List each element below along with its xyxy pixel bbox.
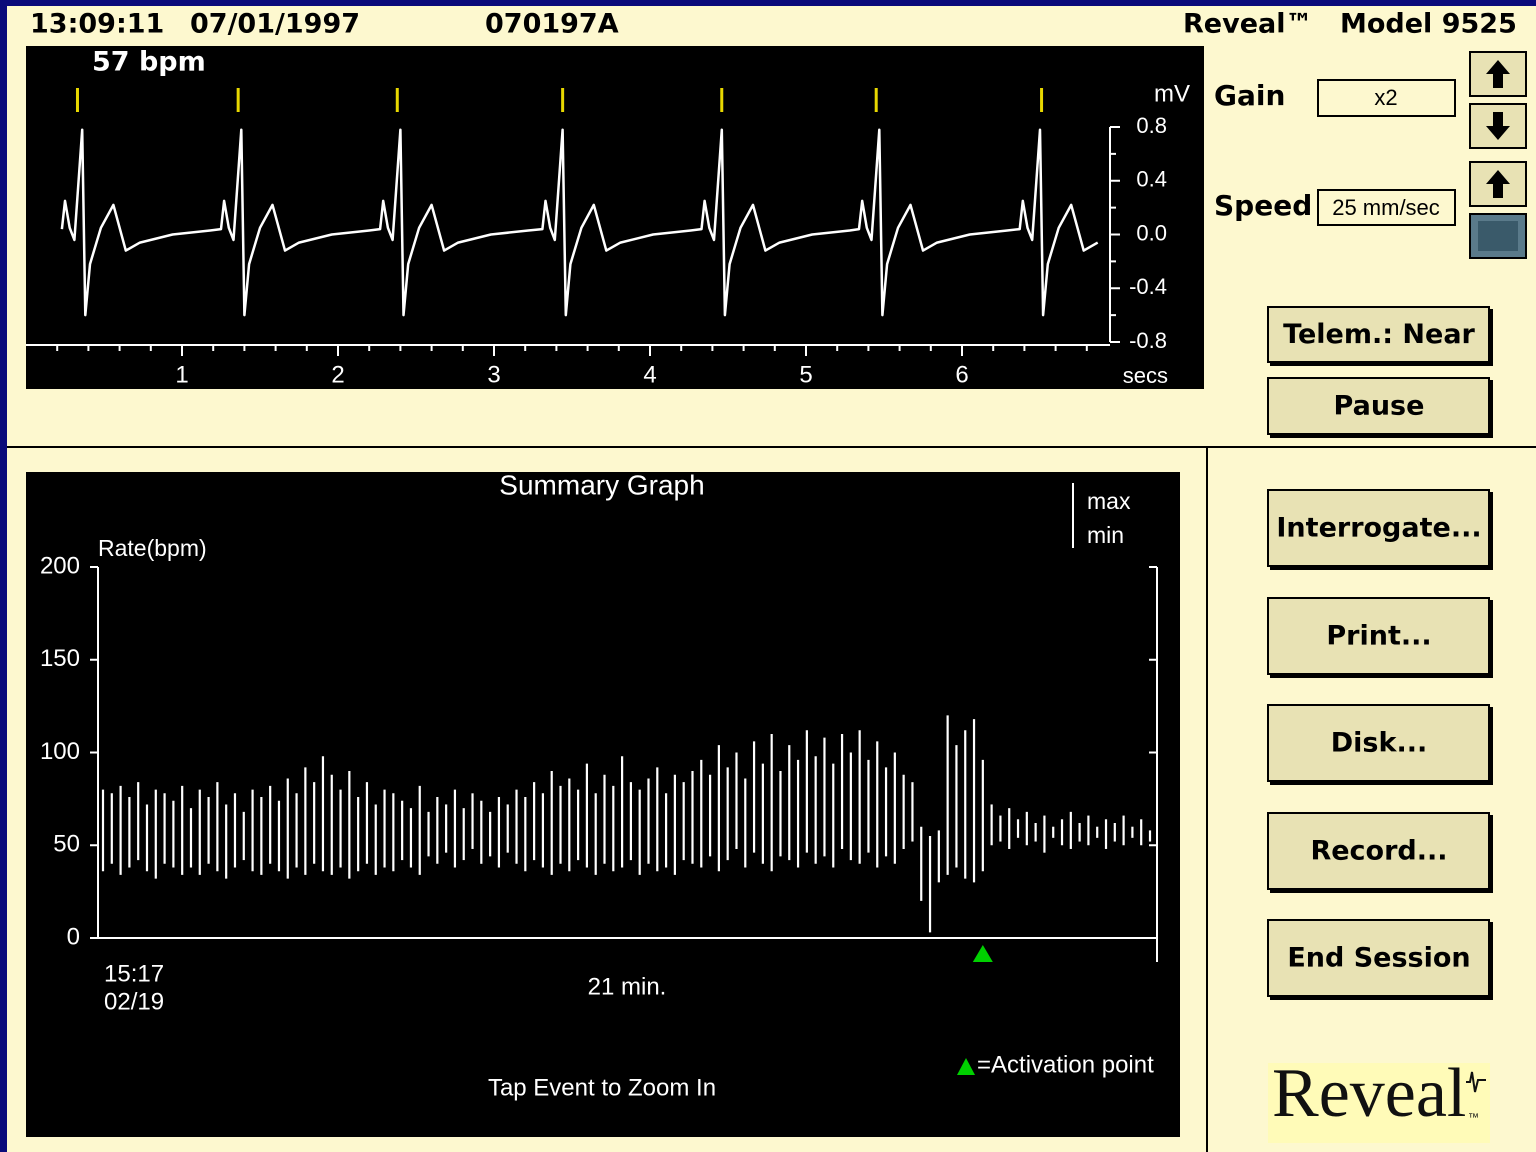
logo-text: Reveal	[1272, 1055, 1466, 1132]
gain-up[interactable]	[1469, 51, 1527, 97]
summary-title: Summary Graph	[499, 469, 704, 500]
heart-rate: 57 bpm	[92, 47, 206, 78]
x-tick-label: 4	[643, 361, 656, 388]
gain-value: x2	[1374, 85, 1397, 110]
speed-box	[1317, 189, 1456, 226]
button-label[interactable]: Print...	[1326, 621, 1431, 652]
y-tick-label: 0	[67, 923, 80, 950]
speed-down[interactable]	[1469, 213, 1527, 259]
button-label[interactable]: End Session	[1287, 943, 1470, 974]
product: Reveal™	[1183, 9, 1313, 40]
legend-max: max	[1087, 488, 1131, 514]
gain-label: Gain	[1214, 79, 1285, 112]
activation-legend-icon	[957, 1058, 975, 1075]
logo-background	[1268, 1063, 1490, 1143]
button-face	[1267, 812, 1490, 890]
button-label[interactable]: Interrogate...	[1276, 513, 1481, 544]
button-label[interactable]: Telem.: Near	[1283, 319, 1475, 350]
y-tick-label: 50	[53, 831, 80, 858]
button[interactable]: Disk...	[1267, 704, 1493, 785]
y-unit: mV	[1154, 80, 1190, 107]
x-tick-label: 3	[487, 361, 500, 388]
activation-legend: =Activation point	[977, 1051, 1154, 1078]
ecg-panel	[26, 46, 1204, 389]
activation-marker	[972, 945, 993, 962]
logo-wave	[1466, 1071, 1486, 1093]
start-time: 15:17	[104, 960, 164, 987]
speed-label: Speed	[1214, 189, 1312, 222]
y-tick-label: 200	[40, 552, 80, 579]
button[interactable]: Record...	[1267, 812, 1493, 893]
button-face	[1267, 306, 1490, 363]
button-face	[1267, 489, 1490, 567]
x-tick-label: 1	[175, 361, 188, 388]
y-tick-label: 100	[40, 738, 80, 765]
ecg-chart: 1 2 3 4 5 6 -0.8 -0.4 0.0 0.4 0.8	[26, 88, 1167, 388]
x-tick-label: 5	[799, 361, 812, 388]
x-unit: secs	[1123, 363, 1168, 388]
y-axis-label: Rate(bpm)	[98, 535, 207, 561]
patient-id: 070197A	[485, 9, 619, 40]
time: 13:09:11	[30, 9, 164, 40]
logo-mark: ™	[1468, 1112, 1479, 1124]
gain-down[interactable]	[1469, 103, 1527, 149]
date: 07/01/1997	[190, 9, 360, 40]
button[interactable]: Telem.: Near	[1267, 306, 1493, 366]
button-face	[1267, 919, 1490, 997]
model: Model 9525	[1340, 9, 1517, 40]
y-tick-label: 0.4	[1136, 167, 1167, 192]
button[interactable]: Pause	[1267, 377, 1493, 438]
speed-value: 25 mm/sec	[1332, 195, 1440, 220]
button[interactable]: End Session	[1267, 919, 1493, 1000]
button-label[interactable]: Record...	[1310, 836, 1447, 867]
y-tick-label: 150	[40, 645, 80, 672]
button-face	[1267, 704, 1490, 782]
y-tick-label: 0.0	[1136, 220, 1167, 245]
x-tick-label: 6	[955, 361, 968, 388]
y-tick-label: 0.8	[1136, 113, 1167, 138]
button[interactable]: Interrogate...	[1267, 489, 1493, 570]
button-face	[1267, 597, 1490, 675]
button[interactable]: Print...	[1267, 597, 1493, 678]
hint: Tap Event to Zoom In	[488, 1074, 716, 1101]
button-face	[1267, 377, 1490, 435]
start-date: 02/19	[104, 988, 164, 1015]
duration: 21 min.	[588, 973, 667, 1000]
legend-min: min	[1087, 522, 1124, 548]
button-label[interactable]: Disk...	[1331, 728, 1427, 759]
x-tick-label: 2	[331, 361, 344, 388]
button-label[interactable]: Pause	[1334, 391, 1425, 422]
y-tick-label: -0.8	[1129, 328, 1167, 353]
gain-box	[1317, 79, 1456, 117]
button-column: Telem.: Near Pause Interrogate... Print... D…	[1267, 306, 1493, 1000]
speed-up[interactable]	[1469, 161, 1527, 207]
summary-chart[interactable]: 0 50 100 150 200	[40, 552, 1158, 962]
ecg-trace	[60, 128, 1099, 317]
y-tick-label: -0.4	[1129, 274, 1167, 299]
